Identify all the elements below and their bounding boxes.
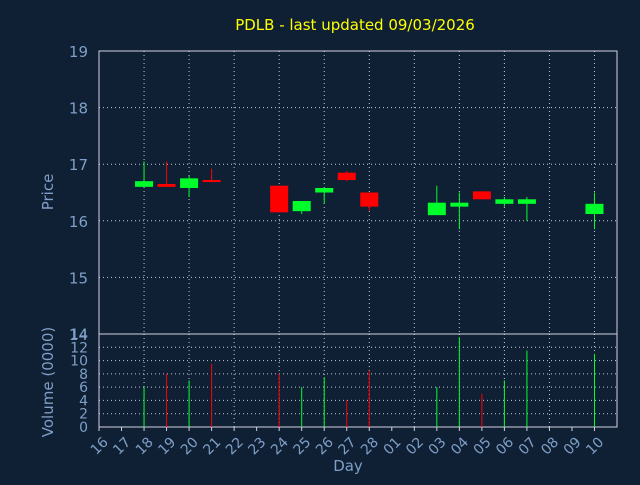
day-tick-label: 22	[223, 434, 247, 458]
candle-body	[450, 202, 469, 207]
day-tick-label: 01	[381, 434, 405, 458]
chart-title: PDLB - last updated 09/03/2026	[235, 16, 475, 34]
volume-tick-label: 10	[70, 354, 88, 370]
day-tick-label: 25	[291, 434, 315, 458]
day-tick-label: 23	[245, 434, 269, 458]
candle-body	[427, 202, 446, 216]
price-frame	[98, 50, 618, 335]
day-tick-label: 20	[178, 434, 202, 458]
price-tick-label: 17	[69, 156, 88, 174]
day-axis-label: Day	[333, 457, 363, 475]
price-tick-label: 19	[69, 43, 88, 61]
day-tick-label: 04	[448, 434, 472, 458]
day-tick-label: 28	[358, 434, 382, 458]
candle-body	[360, 192, 379, 207]
volume-tick-label: 8	[79, 367, 88, 383]
x-axis: 1617181920212223242526272801020304050607…	[88, 427, 607, 458]
day-tick-label: 03	[426, 434, 450, 458]
candle-body	[292, 200, 311, 212]
volume-tick-label: 0	[79, 420, 88, 436]
candle-body	[135, 181, 154, 187]
volume-tick-label: 2	[79, 407, 88, 423]
day-tick-label: 18	[133, 434, 157, 458]
day-tick-label: 02	[403, 434, 427, 458]
candle-body	[585, 203, 604, 215]
candle-body	[315, 187, 334, 193]
candle-body	[472, 191, 491, 200]
volume-tick-label: 12	[70, 340, 88, 356]
day-tick-label: 07	[516, 434, 540, 458]
day-tick-label: 19	[155, 434, 179, 458]
volume-tick-label: 4	[79, 393, 88, 409]
volume-frame	[98, 333, 618, 428]
volume-tick-label: 14	[70, 327, 88, 343]
day-tick-label: 26	[313, 434, 337, 458]
day-tick-label: 09	[561, 434, 585, 458]
price-tick-label: 18	[69, 100, 88, 118]
day-tick-label: 16	[88, 434, 112, 458]
day-tick-label: 10	[583, 434, 607, 458]
candle-body	[270, 185, 289, 213]
volume-tick-label: 6	[79, 380, 88, 396]
price-tick-label: 14	[69, 326, 88, 344]
price-tick-label: 16	[69, 213, 88, 231]
day-tick-label: 27	[336, 434, 360, 458]
day-tick-label: 06	[493, 434, 517, 458]
candle-body	[157, 184, 176, 187]
candle-body	[517, 199, 536, 204]
price-axis-label: Price	[39, 174, 57, 211]
candle-body	[180, 178, 199, 188]
price-tick-label: 15	[69, 269, 88, 287]
day-tick-label: 21	[200, 434, 224, 458]
volume-axis-label: Volume (0000)	[39, 327, 57, 437]
day-tick-label: 17	[110, 434, 134, 458]
price-panel: 14 15 16 17 18 19	[69, 43, 618, 344]
day-tick-label: 24	[268, 434, 292, 458]
day-tick-label: 05	[471, 434, 495, 458]
candle-body	[495, 199, 514, 204]
candle-body	[337, 172, 356, 181]
candle-body	[202, 180, 221, 183]
day-tick-label: 08	[538, 434, 562, 458]
